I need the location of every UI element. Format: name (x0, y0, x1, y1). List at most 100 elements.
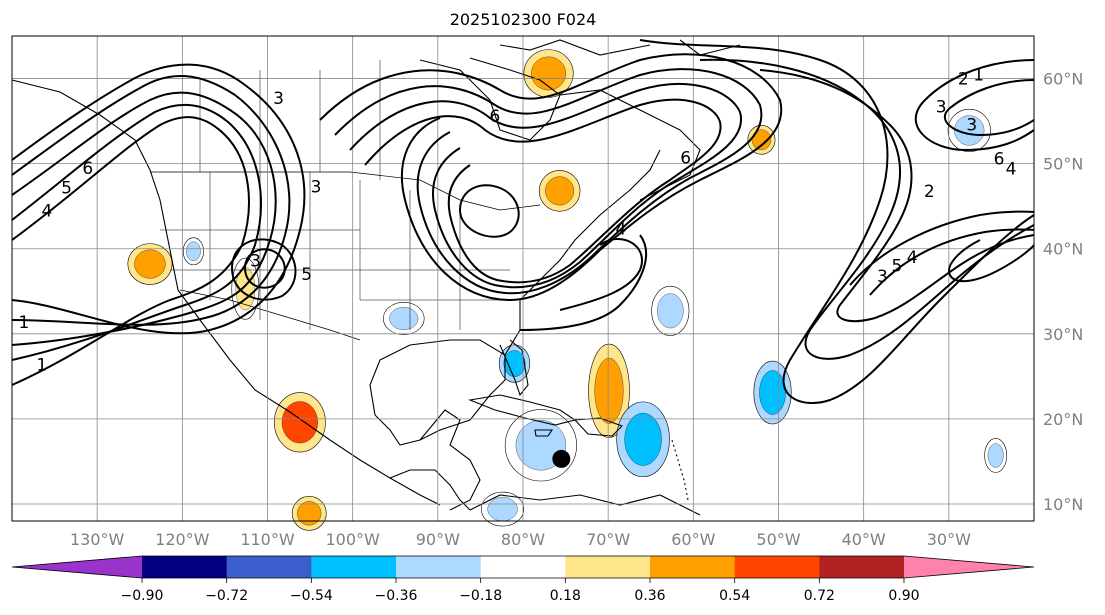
contour-line (334, 68, 763, 295)
colorbar-tick-labels: −0.90 −0.72 −0.54 −0.36 −0.18 0.18 0.36 0.54 0.7… (121, 578, 920, 604)
greenland-south (679, 39, 741, 56)
colorbar-tick-label: 0.90 (888, 588, 919, 604)
hispaniola (573, 417, 623, 437)
shaded-region-core (624, 412, 662, 466)
contour-label: 2 (924, 182, 935, 202)
canada-arctic (499, 39, 651, 56)
canada-province-lines (199, 60, 381, 180)
longitude-label: 100°W (325, 530, 380, 549)
shaded-region-core (281, 401, 318, 444)
colorbar-segment (650, 556, 736, 578)
colorbar-tick-label: 0.54 (719, 588, 750, 604)
longitude-label: 130°W (70, 530, 125, 549)
south-america-north (469, 494, 701, 516)
contour-label: 6 (489, 107, 500, 127)
contour-line (699, 58, 1035, 360)
shaded-region-core (594, 357, 624, 424)
state-lines (160, 172, 520, 330)
contour-line (349, 82, 743, 289)
colorbar-segment (226, 556, 312, 578)
longitude-label: 90°W (416, 530, 460, 549)
contour-label: 3 (273, 89, 284, 109)
contour-line (948, 239, 1035, 283)
contour-line (11, 103, 262, 361)
shaded-region-core (657, 293, 684, 329)
contour-label: 2 (958, 70, 969, 90)
colorbar (11, 555, 1035, 579)
contour-label: 1 (973, 65, 984, 85)
latitude-label: 20°N (1043, 410, 1083, 429)
latitude-label: 50°N (1043, 155, 1083, 174)
colorbar-tick-label: 0.18 (550, 588, 581, 604)
shaded-region-core (531, 56, 566, 91)
contour-label: 5 (61, 178, 72, 198)
colorbar-segment (565, 556, 651, 578)
shaded-region-core (954, 115, 985, 146)
contour-label: 3 (936, 98, 947, 118)
longitude-label: 30°W (927, 530, 971, 549)
contour-label: 3 (966, 115, 977, 135)
colorbar-tick-label: −0.54 (290, 588, 333, 604)
contour-label: 3 (311, 178, 322, 198)
shaded-region-core (186, 241, 201, 261)
colorbar-tick-label: −0.18 (459, 588, 502, 604)
colorbar-tick-label: −0.90 (121, 588, 164, 604)
contour-line (869, 228, 1035, 296)
colorbar-segment (311, 556, 397, 578)
contour-line (11, 74, 291, 326)
contour-line (319, 53, 783, 302)
contour-label: 1 (19, 313, 30, 333)
latitude-label: 40°N (1043, 240, 1083, 259)
latitude-label: 10°N (1043, 495, 1083, 514)
contour-label: 3 (250, 252, 261, 272)
hudson-bay (419, 57, 561, 141)
contour-line (458, 184, 520, 238)
us-canada-border (150, 171, 541, 211)
contour-line (943, 79, 1035, 137)
shaded-region-core (503, 350, 526, 377)
latitude-labels: 60°N 50°N 40°N 30°N 20°N 10°N (1043, 70, 1083, 514)
shaded-region-core (545, 176, 575, 206)
contour-line (639, 39, 1035, 405)
contour-line (759, 69, 1035, 323)
contour-label: 6 (82, 159, 93, 179)
colorbar-tick-label: −0.36 (375, 588, 418, 604)
contour-line (914, 59, 1035, 152)
shaded-region-core (751, 129, 772, 151)
shaded-region-core (389, 307, 419, 330)
colorbar-segment (142, 556, 228, 578)
contour-line (243, 248, 286, 289)
contour-label: 4 (616, 219, 627, 239)
colorbar-segment (819, 556, 905, 578)
contour-label: 4 (42, 201, 53, 221)
lesser-antilles (671, 439, 689, 501)
contour-line (559, 238, 643, 311)
colorbar-overflow (904, 556, 1034, 578)
colorbar-segment (734, 556, 820, 578)
longitude-label: 120°W (155, 530, 210, 549)
longitude-label: 40°W (842, 530, 886, 549)
colorbar-tick-label: −0.72 (205, 588, 248, 604)
longitude-labels: 130°W 120°W 110°W 100°W 90°W 80°W 70°W 60°W 50°W… (70, 530, 971, 549)
shaded-region-core (487, 497, 518, 522)
contour-label: 1 (36, 355, 47, 375)
figure-title: 2025102300 F024 (450, 10, 597, 29)
us-mexico-border (179, 289, 361, 341)
latitude-label: 60°N (1043, 70, 1083, 89)
longitude-label: 80°W (501, 530, 545, 549)
contour-line (849, 210, 1035, 286)
gulf-coast (369, 339, 506, 446)
colorbar-segment (480, 556, 566, 578)
contour-label: 6 (994, 150, 1005, 170)
shaded-region-core (297, 501, 322, 526)
contour-label: 5 (301, 265, 312, 285)
colorbar-segment (396, 556, 482, 578)
contour-line (11, 91, 277, 346)
longitude-label: 110°W (240, 530, 295, 549)
colorbar-tick-label: 0.72 (804, 588, 835, 604)
shaded-region-core (987, 443, 1004, 468)
yucatan (419, 409, 481, 511)
colorbar-tick-label: 0.36 (634, 588, 665, 604)
